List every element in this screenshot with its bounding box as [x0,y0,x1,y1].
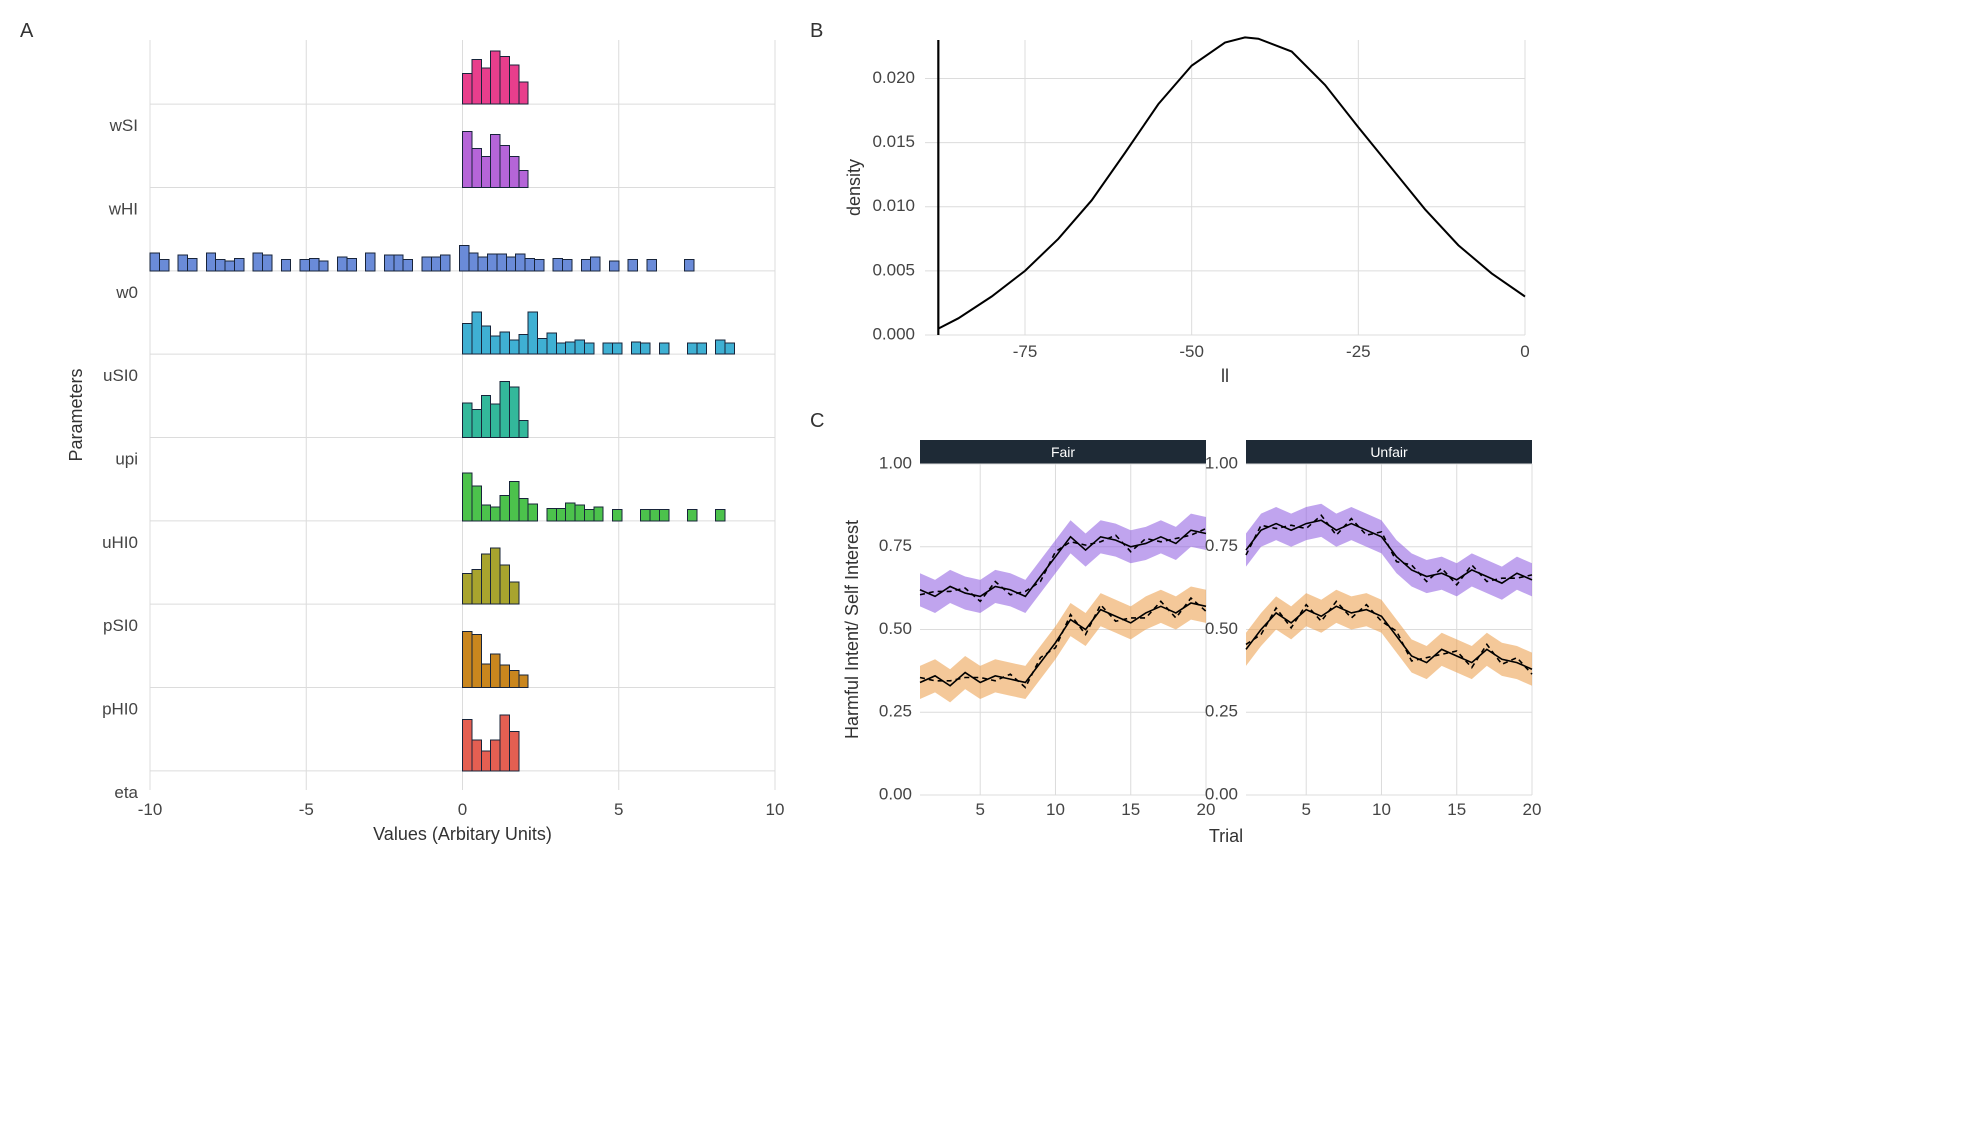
svg-text:5: 5 [1301,800,1310,819]
svg-text:10: 10 [1046,800,1065,819]
svg-text:density: density [844,159,864,216]
svg-text:0.50: 0.50 [1205,619,1238,638]
svg-text:Harmful Intent/ Self Interest: Harmful Intent/ Self Interest [842,520,862,739]
panel-c-label: C [810,410,824,433]
svg-text:0.020: 0.020 [872,68,915,87]
svg-text:10: 10 [1372,800,1391,819]
svg-text:Unfair: Unfair [1370,444,1408,460]
svg-text:1.00: 1.00 [1205,453,1238,472]
svg-text:-50: -50 [1179,342,1204,361]
svg-text:ll: ll [1221,366,1229,386]
svg-text:-10: -10 [138,800,163,819]
panel-b-svg: -75 -50 -25 0 0.000 0.005 0.010 0.015 0.020 ll den… [840,30,1540,390]
panel-a-label: A [20,20,33,43]
svg-text:Trial: Trial [1209,826,1243,846]
svg-text:0: 0 [458,800,467,819]
svg-text:0.25: 0.25 [1205,702,1238,721]
svg-text:uHI0: uHI0 [102,533,138,552]
svg-text:uSI0: uSI0 [103,366,138,385]
svg-text:10: 10 [766,800,785,819]
panel-a-svg: wSI wHI w0 uSI0 upi uHI0 pSI0 pHI0 eta-10 -5 0 5 10 V… [60,30,790,850]
svg-text:pHI0: pHI0 [102,699,138,718]
svg-text:upi: upi [115,449,138,468]
svg-text:0.015: 0.015 [872,132,915,151]
svg-text:0.00: 0.00 [1205,784,1238,803]
svg-text:1.00: 1.00 [879,453,912,472]
svg-text:0: 0 [1520,342,1529,361]
svg-text:Values (Arbitary Units): Values (Arbitary Units) [373,824,552,844]
svg-text:0.00: 0.00 [879,784,912,803]
panel-b: -75 -50 -25 0 0.000 0.005 0.010 0.015 0.020 ll den… [840,30,1540,390]
svg-text:-25: -25 [1346,342,1371,361]
svg-text:15: 15 [1447,800,1466,819]
svg-text:0.000: 0.000 [872,324,915,343]
panel-a: wSI wHI w0 uSI0 upi uHI0 pSI0 pHI0 eta-10 -5 0 5 10 V… [60,30,790,850]
svg-text:eta: eta [114,783,138,802]
svg-text:wHI: wHI [108,199,138,218]
svg-text:0.50: 0.50 [879,619,912,638]
svg-text:0.005: 0.005 [872,260,915,279]
svg-text:0.25: 0.25 [879,702,912,721]
figure-root: A wSIwHIw0uSI0upiuHI0pSI0pHI0eta-10-5051… [20,20,1540,860]
panel-b-label: B [810,20,823,43]
panel-c: Fair 5 10 15 20 0.00 0.25 0.50 0.75 1.00 Unfair 5 10… [840,430,1540,850]
svg-text:5: 5 [614,800,623,819]
svg-text:pSI0: pSI0 [103,616,138,635]
svg-text:0.75: 0.75 [1205,536,1238,555]
svg-text:-75: -75 [1013,342,1038,361]
svg-text:0.75: 0.75 [879,536,912,555]
svg-text:15: 15 [1121,800,1140,819]
svg-text:5: 5 [975,800,984,819]
svg-text:w0: w0 [115,283,138,302]
svg-text:Parameters: Parameters [66,368,86,461]
svg-text:0.010: 0.010 [872,196,915,215]
svg-text:wSI: wSI [109,116,138,135]
svg-text:20: 20 [1523,800,1542,819]
svg-text:-5: -5 [299,800,314,819]
panel-c-svg: Fair 5 10 15 20 0.00 0.25 0.50 0.75 1.00 Unfair 5 10… [840,430,1540,850]
svg-text:Fair: Fair [1051,444,1075,460]
